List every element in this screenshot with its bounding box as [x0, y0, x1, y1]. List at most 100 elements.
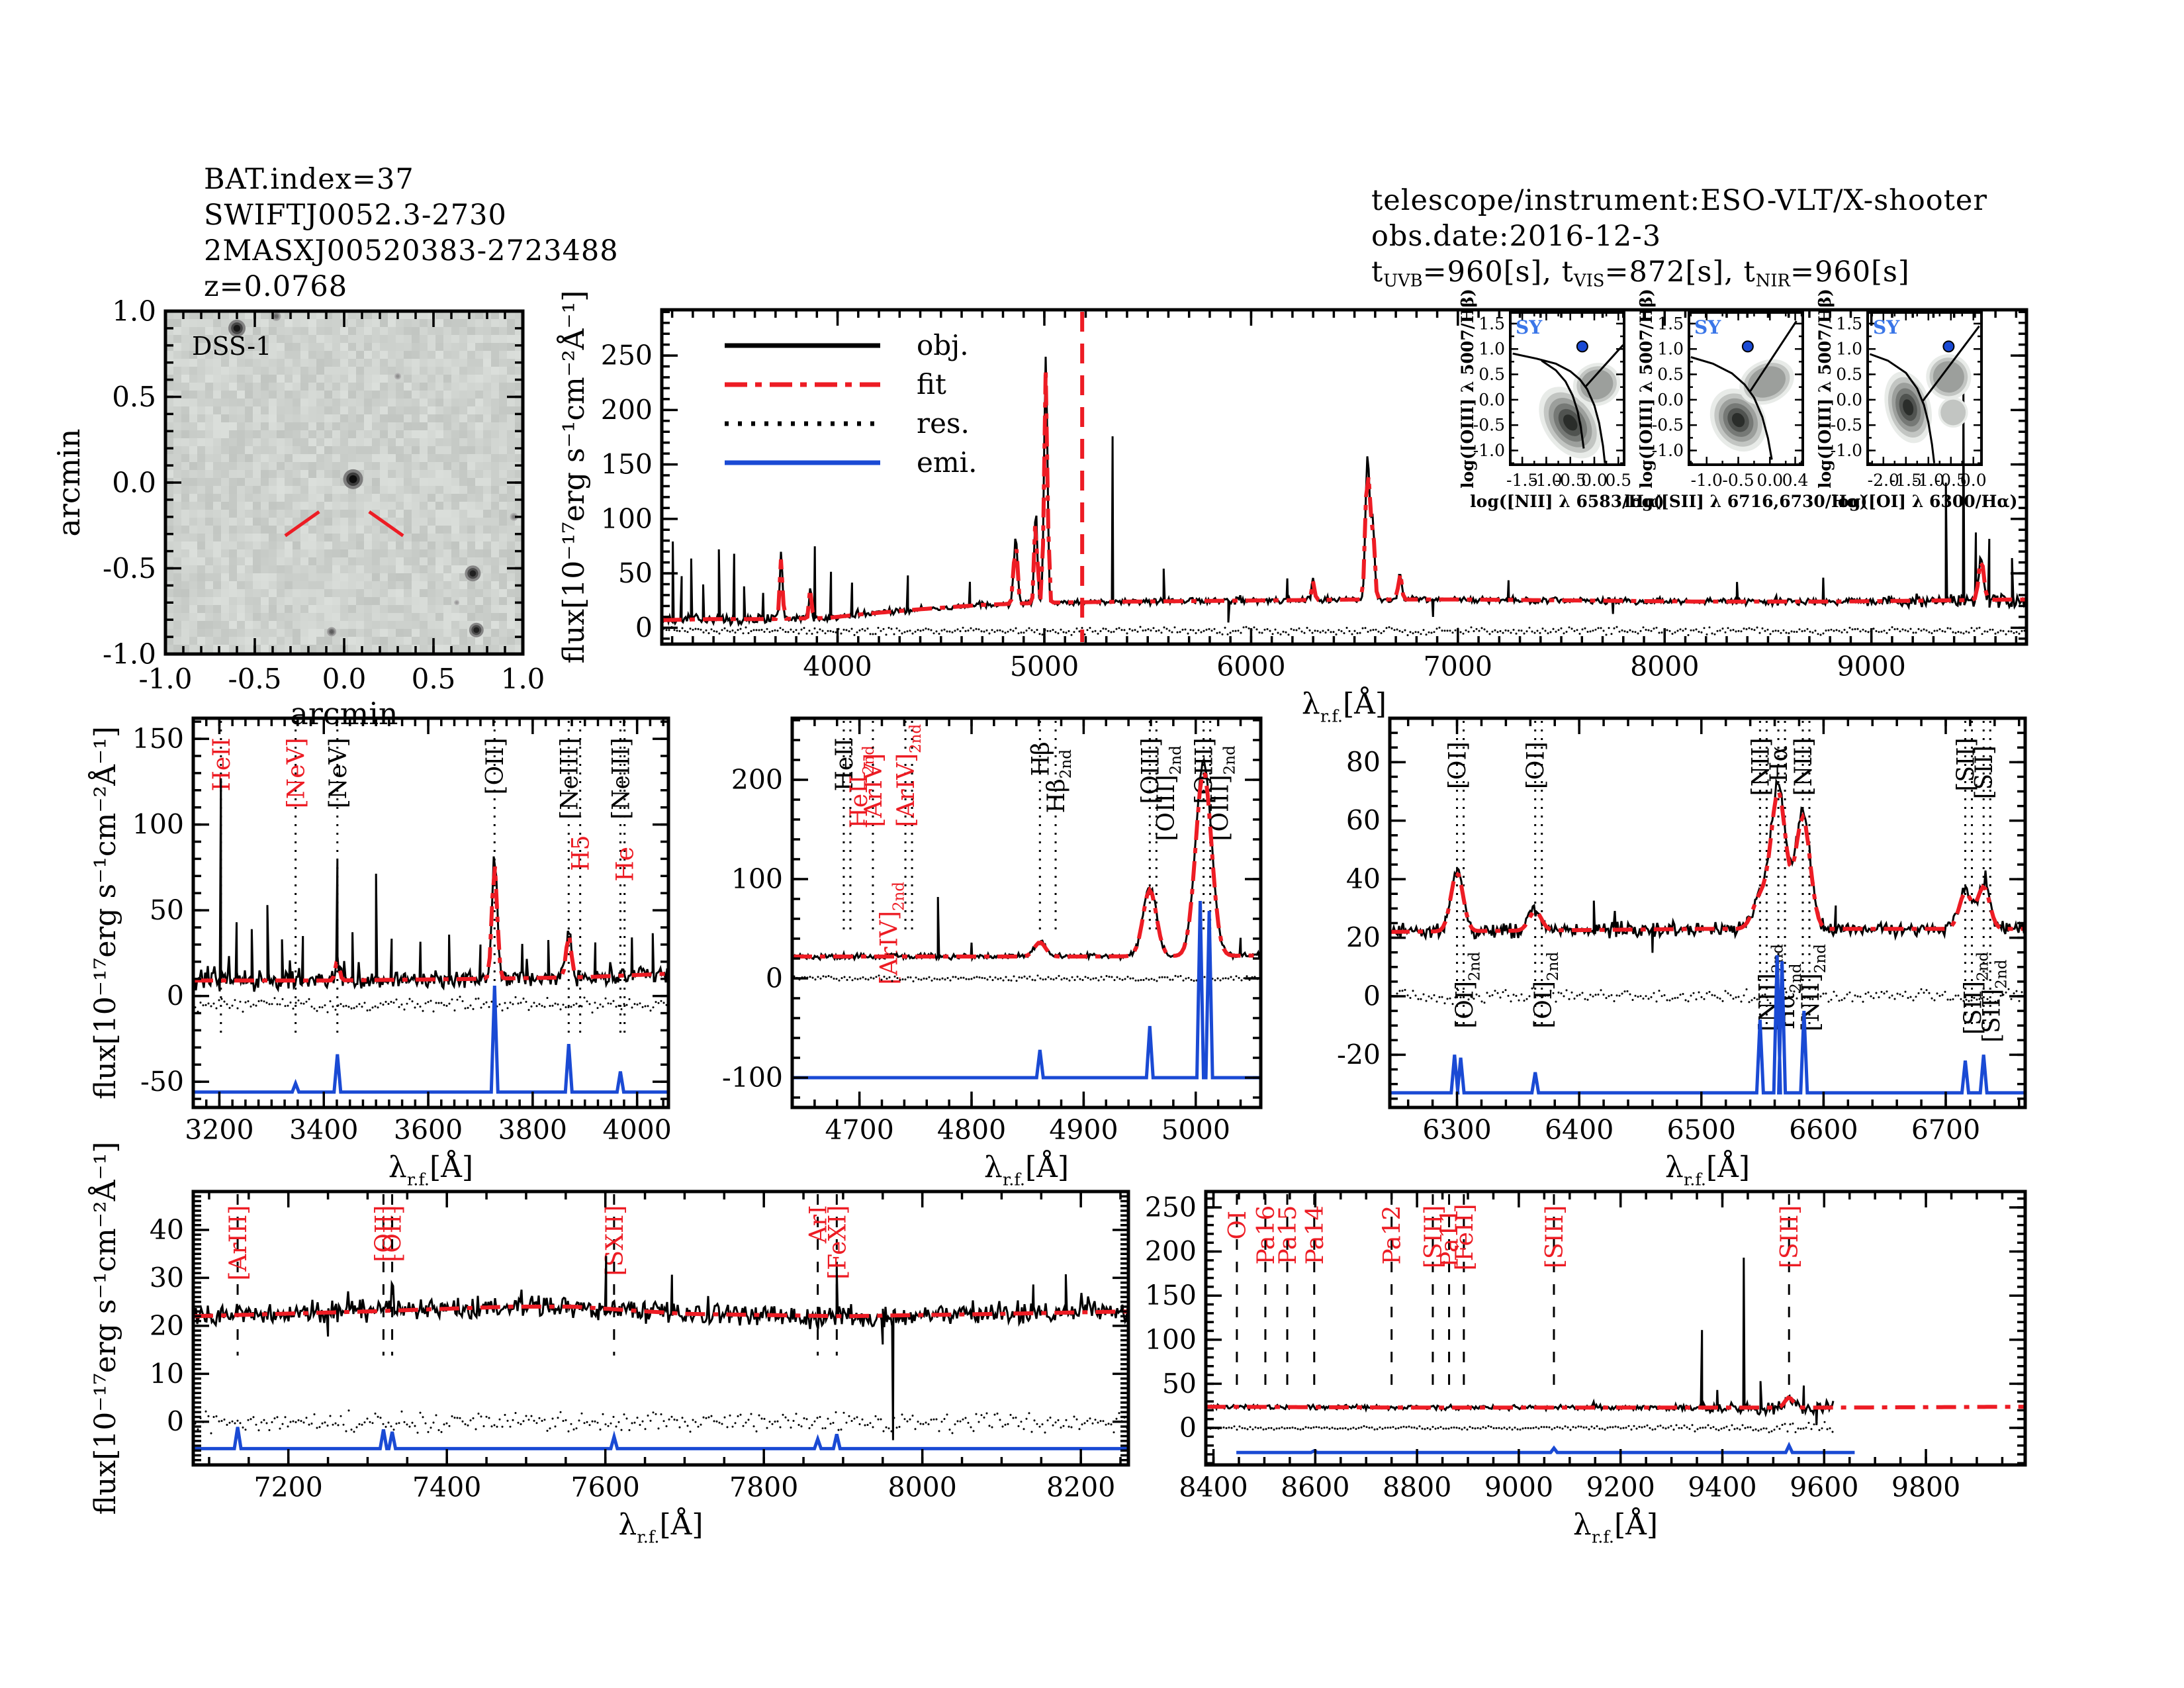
bpt-x-label: log([OI] λ 6300/Hα) — [1832, 492, 2018, 511]
emission-line-label: [NII] — [1747, 737, 1774, 796]
emission-line-label: [NeIII] — [556, 737, 583, 820]
emission-line-label: HeII — [831, 737, 858, 791]
emission-line-label: [SIII] — [1420, 1205, 1447, 1268]
y-axis-title: flux[10⁻¹⁷erg s⁻¹cm⁻²Å⁻¹] — [556, 291, 591, 664]
emission-line-label: [OIII]2nd — [1153, 745, 1185, 841]
y-tick-label: 1.5 — [1657, 314, 1684, 333]
x-axis-title: λr.f.[Å] — [984, 1149, 1069, 1190]
emission-line-label: H5 — [568, 835, 595, 870]
panel-frame — [1866, 311, 1983, 466]
x-tick-label: 7600 — [571, 1472, 640, 1503]
y-tick-label: 0.5 — [112, 381, 156, 413]
emission-line-label: [NeV] — [325, 737, 352, 808]
bpt-y-label: log([OIII] λ 5007/Hβ) — [1637, 289, 1656, 489]
classification-curve — [1512, 352, 1606, 463]
x-tick-label: 0.0 — [1581, 471, 1608, 490]
x-tick-label: 4800 — [937, 1114, 1006, 1146]
x-tick-label: 6700 — [1911, 1114, 1980, 1146]
emission-line-label: [SII] — [1971, 745, 1998, 799]
bpt-x-label: log([NII] λ 6583/Hα) — [1470, 492, 1664, 511]
bpt-y-label: log([OIII] λ 5007/Hβ) — [1815, 289, 1835, 489]
y-tick-label: -1.0 — [103, 637, 156, 670]
panel-frame — [1388, 716, 2027, 1109]
emission-line-label: [OIII] — [1191, 737, 1218, 804]
y-tick-label: 1.0 — [1657, 340, 1684, 359]
fit-curve — [1390, 786, 2023, 934]
classification-curve — [1749, 320, 1797, 392]
x-tick-label: 3200 — [185, 1114, 253, 1146]
emission-line-label: Pa15 — [1275, 1205, 1302, 1265]
y-tick-label: -20 — [1337, 1039, 1381, 1070]
source-data-point — [1576, 340, 1588, 353]
y-tick-label: 0.5 — [1657, 365, 1684, 384]
x-axis-title: λr.f.[Å] — [1573, 1507, 1658, 1547]
x-axis-title: λr.f.[Å] — [388, 1149, 473, 1190]
emission-line-label: [SII]2nd — [1960, 952, 1992, 1035]
legend-label: fit — [917, 368, 946, 400]
x-tick-label: 5000 — [1010, 651, 1079, 682]
x-tick-label: -1.0 — [1530, 471, 1562, 490]
x-axis-title: λr.f.[Å] — [618, 1507, 703, 1547]
residual-dots — [662, 626, 2026, 637]
classification-tag: SY — [1694, 316, 1721, 338]
x-tick-label: -2.0 — [1868, 471, 1899, 490]
bpt-x-label: log([SII] λ 6716,6730/Hα) — [1624, 492, 1867, 511]
x-tick-label: -1.5 — [1890, 471, 1922, 490]
emission-line-label: [OI]2nd — [1530, 952, 1562, 1029]
legend-label: res. — [917, 407, 970, 440]
y-tick-label: 0.0 — [1657, 390, 1684, 409]
y-tick-label: 200 — [1145, 1236, 1197, 1268]
x-tick-label: 1.0 — [501, 663, 545, 695]
emission-line-label: [SII]2nd — [1978, 959, 2010, 1043]
emission-model-curve — [1236, 1441, 1855, 1454]
panel-frame — [1688, 311, 1804, 466]
y-tick-label: 50 — [1162, 1368, 1197, 1399]
y-tick-label: 0 — [167, 980, 184, 1012]
emission-line-label: [SII] — [1953, 737, 1980, 791]
y-tick-label: 0.0 — [1479, 390, 1505, 409]
residual-dots — [1390, 987, 2023, 1006]
x-tick-label: 6000 — [1216, 651, 1285, 682]
y-tick-label: 1.0 — [112, 295, 156, 327]
x-tick-label: 3800 — [498, 1114, 567, 1146]
halpha-spectrum-panel: [OI][OI]2nd[OI][OI]2nd[NII][NII]2ndHαHα2… — [1337, 716, 2027, 1190]
y-tick-label: 60 — [1346, 805, 1381, 837]
classification-curve — [1584, 344, 1624, 387]
fit-curve — [193, 1304, 1128, 1319]
emission-line-label: [NeV] — [283, 737, 310, 808]
panel-frame — [1509, 311, 1625, 466]
emission-line-label: [NeIII] — [608, 737, 635, 820]
y-tick-label: -1.0 — [1473, 441, 1505, 460]
bpt_sii-bpt-inset: -1.0 -0.5 0.00.41.51.00.50.0-0.5-1.0SYlog(… — [1624, 289, 1867, 511]
x-axis-title: λr.f.[Å] — [1302, 686, 1387, 726]
x-tick-label: 0.5 — [1605, 471, 1631, 490]
y-tick-label: 100 — [601, 503, 653, 535]
legend-label: emi. — [917, 446, 977, 479]
y-tick-label: 10 — [150, 1358, 184, 1389]
bpt-y-label: log([OIII] λ 5007/Hβ) — [1458, 289, 1477, 489]
x-tick-label: 7400 — [412, 1472, 481, 1503]
x-tick-label: 3400 — [289, 1114, 358, 1146]
x-tick-label: 6600 — [1789, 1114, 1858, 1146]
y-tick-label: 1.0 — [1836, 340, 1862, 359]
y-tick-label: 1.0 — [1479, 340, 1505, 359]
emission-line-label: Pa14 — [1302, 1205, 1329, 1265]
y-tick-label: 150 — [601, 449, 653, 481]
residual-dots — [194, 1409, 1128, 1434]
object-spectrum — [1205, 1257, 1835, 1426]
y-tick-label: 250 — [601, 340, 653, 371]
x-tick-label: 8000 — [1630, 651, 1699, 682]
bpt_oi-bpt-inset: -2.0-1.5-1.0-0.50.01.51.00.50.0-0.5-1.0S… — [1815, 289, 2017, 511]
x-tick-label: 4700 — [825, 1114, 893, 1146]
y-tick-label: 0.0 — [112, 466, 156, 498]
emission-line-label: [OI] — [1445, 741, 1472, 789]
y-tick-label: 0.5 — [1836, 365, 1862, 384]
x-tick-label: -0.5 — [1555, 471, 1586, 490]
y-tick-label: -1.0 — [1652, 441, 1684, 460]
residual-dots — [1206, 1421, 1834, 1434]
y-tick-label: 200 — [731, 764, 783, 796]
emission-model-curve — [1390, 955, 2025, 1095]
x-tick-label: -0.5 — [1722, 471, 1754, 490]
emission-line-label: [SIII] — [1541, 1205, 1569, 1268]
x-tick-label: 8000 — [887, 1472, 956, 1503]
